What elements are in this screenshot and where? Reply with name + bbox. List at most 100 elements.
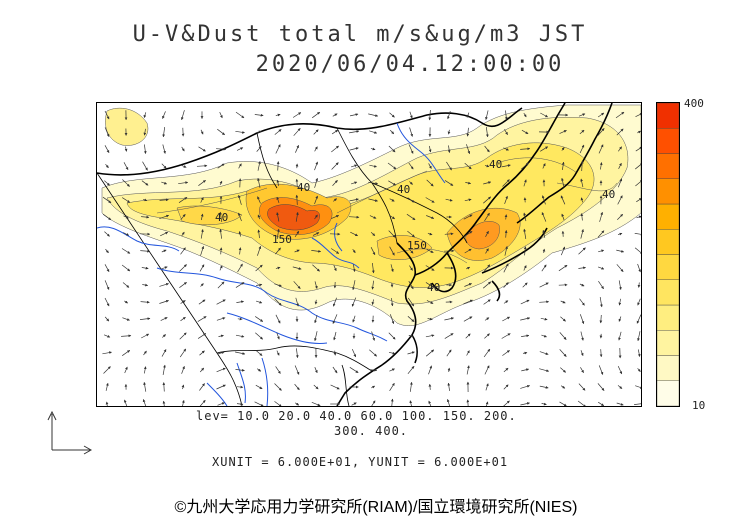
wind-arrow (276, 332, 280, 340)
wind-arrow (463, 316, 473, 322)
wind-arrow (522, 351, 528, 355)
wind-arrow (408, 248, 414, 254)
wind-arrow (484, 164, 490, 168)
wind-arrow (161, 349, 167, 357)
wind-arrow (348, 215, 360, 219)
wind-arrow (579, 283, 585, 287)
wind-arrow (104, 145, 110, 154)
wind-arrow (332, 366, 338, 374)
wind-arrow (485, 401, 489, 406)
wind-arrow (124, 300, 128, 304)
wind-arrow (124, 366, 128, 374)
wind-arrow (447, 145, 451, 153)
wind-arrow (181, 384, 185, 390)
wind-arrow (180, 247, 186, 255)
wind-arrow (217, 128, 225, 136)
wind-arrow (464, 248, 472, 254)
colorbar-band (656, 203, 680, 230)
wind-arrow (636, 215, 641, 219)
wind-arrow (521, 129, 529, 135)
wind-arrow (235, 334, 245, 338)
wind-arrow (597, 112, 605, 118)
wind-arrow (311, 111, 321, 119)
wind-arrow (330, 384, 340, 390)
wind-arrow (444, 317, 454, 321)
wind-arrow (121, 264, 131, 272)
wind-arrow (406, 213, 416, 221)
wind-arrow (179, 164, 187, 168)
wind-arrow (599, 349, 603, 358)
wind-arrow (370, 147, 376, 151)
wind-arrow (199, 350, 205, 356)
wind-arrow (104, 297, 110, 307)
wind-arrow (579, 314, 585, 325)
wind-arrow (276, 228, 280, 239)
wind-arrow (485, 248, 489, 254)
wind-arrow (275, 366, 281, 374)
wind-arrow (124, 399, 128, 406)
wind-arrow (637, 331, 641, 342)
wind-arrow (314, 331, 318, 342)
wind-arrow (484, 145, 490, 153)
wind-arrow (617, 232, 623, 236)
wind-arrow (634, 232, 641, 236)
wind-arrow (560, 195, 566, 205)
wind-arrow (351, 348, 357, 358)
wind-arrow (390, 398, 394, 406)
wind-arrow (580, 160, 584, 172)
wind-arrow (103, 334, 111, 338)
wind-arrow (292, 266, 302, 270)
wind-arrow (618, 331, 622, 341)
wind-arrow (313, 129, 319, 135)
wind-arrow (561, 161, 565, 170)
wind-arrow (143, 128, 147, 136)
wind-arrow (539, 385, 549, 389)
wind-arrow (331, 215, 340, 219)
wind-arrow (255, 332, 263, 340)
wind-arrow (580, 367, 584, 374)
wind-arrow (219, 211, 223, 222)
wind-arrow (408, 144, 414, 154)
wind-arrow (162, 127, 166, 138)
wind-arrow (523, 112, 527, 118)
wind-arrow (349, 147, 359, 151)
wind-arrow (161, 249, 167, 253)
wind-arrow (485, 230, 489, 237)
wind-arrow (332, 297, 337, 307)
wind-arrow (159, 198, 169, 202)
wind-arrow (561, 213, 565, 221)
wind-arrow (104, 280, 110, 290)
wind-arrow (485, 383, 489, 391)
wind-arrow (425, 334, 435, 338)
wind-arrow (390, 298, 394, 307)
wind-arrow (275, 113, 281, 117)
wind-arrow (237, 263, 243, 273)
wind-arrow (255, 316, 264, 322)
wind-arrow (466, 266, 471, 270)
wind-arrow (541, 195, 546, 205)
wind-arrow (143, 366, 147, 374)
wind-arrow (255, 264, 263, 272)
wind-arrow (314, 367, 318, 374)
wind-arrow (615, 111, 625, 119)
wind-arrow (237, 194, 242, 205)
wind-arrow (160, 266, 168, 270)
wind-arrow (520, 299, 530, 305)
wind-arrow (123, 162, 129, 171)
wind-arrow (409, 265, 413, 271)
colorbar-band (656, 102, 680, 129)
wind-arrow (522, 282, 528, 288)
contour-label-group: 40 40 40 150 40 150 40 40 (215, 158, 615, 294)
wind-arrow (426, 215, 435, 219)
wind-arrow (388, 351, 396, 355)
wind-arrow (636, 198, 641, 203)
wind-arrow (352, 264, 356, 272)
wind-arrow (409, 400, 413, 406)
wind-arrow (121, 334, 132, 338)
wind-arrow (255, 300, 263, 304)
wind-arrow (105, 248, 109, 254)
wind-arrow (599, 314, 603, 324)
wind-arrow (255, 384, 263, 390)
wind-arrow (408, 334, 414, 338)
wind-arrow (482, 281, 492, 289)
